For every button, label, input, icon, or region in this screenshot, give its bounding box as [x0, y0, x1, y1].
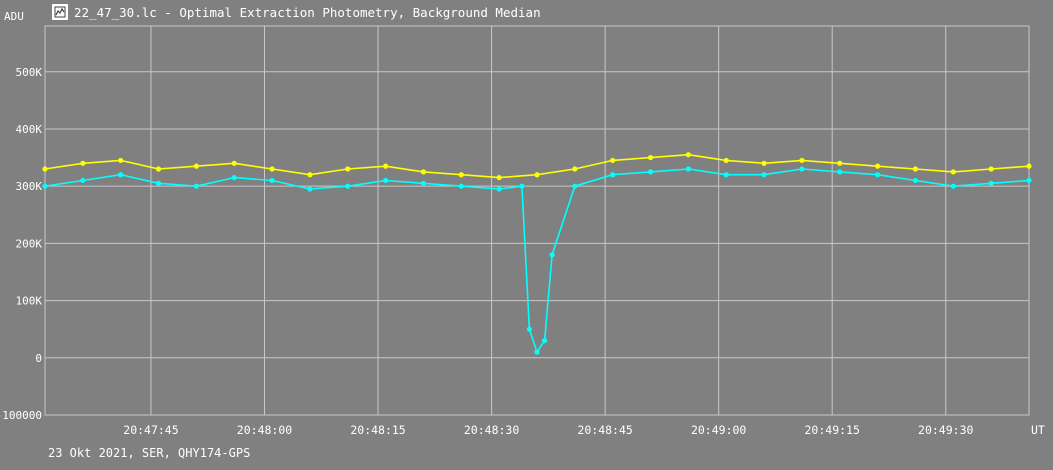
x-tick-labels: 20:47:45 20:48:00 20:48:15 20:48:30 20:48:45…: [123, 423, 973, 437]
data-point: [549, 252, 555, 258]
data-point: [42, 166, 48, 172]
x-axis-label: UT: [1031, 423, 1045, 437]
data-point: [193, 183, 199, 189]
y-tick-label: 500K: [16, 66, 43, 79]
data-point: [307, 172, 313, 178]
footer-info: 23 Okt 2021, SER, QHY174-GPS: [48, 446, 251, 460]
data-point: [723, 172, 729, 178]
data-point: [345, 183, 351, 189]
data-point: [647, 154, 654, 161]
data-point: [685, 166, 691, 172]
x-tick-label: 20:47:45: [123, 423, 178, 437]
data-point: [572, 166, 578, 172]
data-point: [988, 166, 994, 172]
y-tick-label: 200K: [16, 237, 43, 250]
data-point: [42, 183, 48, 189]
data-point: [155, 166, 162, 172]
y-tick-label: 0: [35, 352, 42, 365]
data-point: [269, 177, 275, 184]
x-tick-label: 20:48:15: [350, 423, 405, 437]
data-point: [80, 177, 86, 184]
y-tick-label: 100K: [16, 295, 43, 308]
data-point: [912, 177, 919, 184]
data-point: [496, 174, 502, 181]
data-point: [875, 163, 881, 169]
data-point: [610, 172, 616, 178]
data-point: [534, 172, 540, 178]
data-point: [1026, 177, 1032, 184]
data-point: [526, 326, 533, 332]
chart-window-icon-glyph: [54, 6, 66, 18]
data-point: [420, 169, 427, 175]
data-point: [118, 157, 124, 164]
y-tick-label: -100000: [0, 409, 42, 422]
data-point: [534, 349, 540, 355]
data-point: [723, 157, 729, 164]
data-point: [541, 338, 548, 344]
data-point: [647, 169, 654, 175]
data-point: [383, 163, 389, 169]
data-point: [231, 174, 237, 181]
data-point: [988, 180, 994, 186]
data-point: [912, 166, 919, 172]
data-point: [155, 180, 162, 186]
data-point: [118, 172, 124, 178]
data-point: [950, 183, 956, 189]
title-bar: 22_47_30.lc - Optimal Extraction Photome…: [52, 3, 541, 21]
x-tick-label: 20:49:30: [918, 423, 973, 437]
x-tick-label: 20:48:30: [464, 423, 519, 437]
data-point: [231, 160, 237, 166]
data-point: [610, 157, 616, 164]
data-point: [420, 180, 427, 186]
x-tick-label: 20:48:00: [237, 423, 292, 437]
x-tick-label: 20:48:45: [577, 423, 632, 437]
data-point: [458, 183, 464, 189]
data-point: [383, 177, 389, 184]
data-point: [269, 166, 275, 172]
data-point: [837, 169, 843, 175]
data-point: [458, 172, 464, 178]
data-point: [875, 172, 881, 178]
data-point: [572, 183, 578, 189]
data-point: [80, 160, 86, 166]
data-point: [761, 160, 767, 166]
y-tick-label: 300K: [16, 180, 43, 193]
grid-lines: [44, 25, 1030, 416]
window-title: 22_47_30.lc - Optimal Extraction Photome…: [74, 4, 541, 20]
y-axis-label: ADU: [4, 10, 24, 23]
data-point: [345, 166, 351, 172]
data-point: [1026, 163, 1032, 169]
data-point: [307, 186, 313, 192]
y-tick-labels: 500K 400K 300K 200K 100K 0 -100000: [0, 66, 42, 422]
data-point: [799, 157, 805, 164]
data-point: [519, 183, 525, 189]
y-tick-label: 400K: [16, 123, 43, 136]
data-point: [950, 169, 956, 175]
x-tick-label: 20:49:15: [805, 423, 860, 437]
data-point: [193, 163, 199, 169]
series-layer: [42, 152, 1032, 355]
data-point: [799, 166, 805, 172]
data-point: [685, 152, 691, 158]
data-point: [496, 186, 502, 192]
data-point: [761, 172, 767, 178]
chart-window-icon[interactable]: [52, 4, 68, 20]
x-tick-label: 20:49:00: [691, 423, 746, 437]
data-point: [837, 160, 843, 166]
